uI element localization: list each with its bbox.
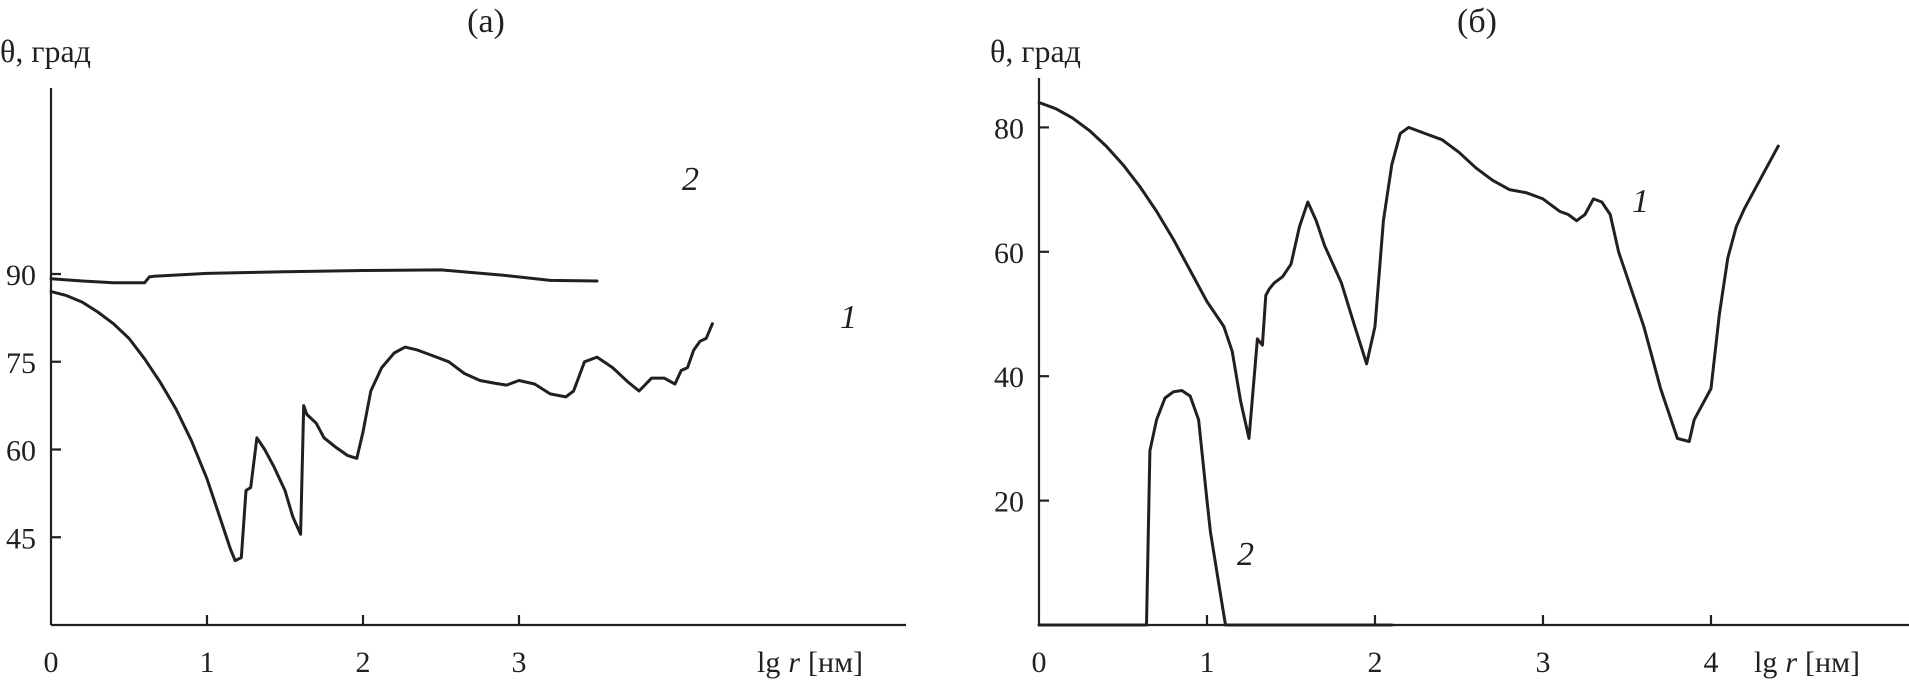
panel-b-x-tick-label: 2 bbox=[1368, 646, 1383, 679]
panel-b-x-tick-label: 3 bbox=[1536, 646, 1551, 679]
panel-b-x-axis-label-var: r bbox=[1785, 646, 1797, 679]
panel-b-series bbox=[1037, 101, 1780, 627]
panel-b-y-ticks: 20 40 60 80 bbox=[994, 112, 1049, 519]
panel-b-title: (б) bbox=[1457, 3, 1497, 40]
panel-a-y-tick-label: 90 bbox=[6, 259, 36, 292]
panel-b-curve-2-label: 2 bbox=[1237, 536, 1254, 573]
panel-a-x-tick-label: 1 bbox=[200, 646, 215, 679]
panel-b-y-axis-label: θ, град bbox=[990, 33, 1081, 69]
panel-a-y-tick-label: 75 bbox=[6, 347, 36, 380]
panel-a-x-tick-label: 0 bbox=[44, 646, 59, 679]
panel-b-y-tick-label: 40 bbox=[994, 361, 1024, 394]
panel-a-curve-1 bbox=[49, 290, 714, 563]
panel-a-y-axis-label: θ, град bbox=[0, 33, 91, 69]
panel-a-curve-2 bbox=[49, 268, 599, 285]
panel-a-x-axis-label-var: r bbox=[788, 646, 800, 679]
panel-b-curve-1 bbox=[1037, 101, 1780, 443]
panel-b-x-tick-label: 1 bbox=[1200, 646, 1215, 679]
panel-b-curve-2 bbox=[1037, 389, 1394, 627]
panel-b-x-axis-label-unit: [нм] bbox=[1805, 646, 1860, 679]
panel-b-x-ticks: 0 1 2 3 4 bbox=[1032, 615, 1719, 679]
panel-a-x-ticks: 0 1 2 3 bbox=[44, 615, 527, 679]
panel-a-x-axis-label: lg r [нм] bbox=[757, 646, 863, 679]
panel-a-y-tick-label: 60 bbox=[6, 435, 36, 468]
panel-a-x-axis-label-unit: [нм] bbox=[808, 646, 863, 679]
panel-b-y-tick-label: 60 bbox=[994, 237, 1024, 270]
panel-a-y-ticks: 45 60 75 90 bbox=[6, 259, 61, 555]
panel-a-curve-1-label: 1 bbox=[840, 299, 857, 336]
panel-a-title: (а) bbox=[467, 3, 505, 40]
panel-a: (а) θ, град 0 1 2 3 45 60 75 90 1 2 lg r [нм] bbox=[0, 3, 906, 679]
panel-a-x-tick-label: 3 bbox=[512, 646, 527, 679]
panel-b-y-tick-label: 20 bbox=[994, 486, 1024, 519]
panel-a-x-tick-label: 2 bbox=[356, 646, 371, 679]
panel-b-curve-1-label: 1 bbox=[1632, 183, 1649, 220]
panel-b-y-tick-label: 80 bbox=[994, 112, 1024, 145]
panel-a-y-tick-label: 45 bbox=[6, 522, 36, 555]
panel-b: (б) θ, град 0 1 2 3 4 20 40 60 80 1 2 lg r [нм] bbox=[990, 3, 1909, 679]
panel-b-x-tick-label: 0 bbox=[1032, 646, 1047, 679]
panel-b-x-axis-label: lg r [нм] bbox=[1754, 646, 1860, 679]
panel-b-x-axis-label-prefix: lg bbox=[1754, 646, 1777, 679]
panel-b-x-tick-label: 4 bbox=[1704, 646, 1719, 679]
panel-a-x-axis-label-prefix: lg bbox=[757, 646, 780, 679]
panel-a-series bbox=[49, 268, 714, 563]
panel-a-curve-2-label: 2 bbox=[682, 161, 699, 198]
